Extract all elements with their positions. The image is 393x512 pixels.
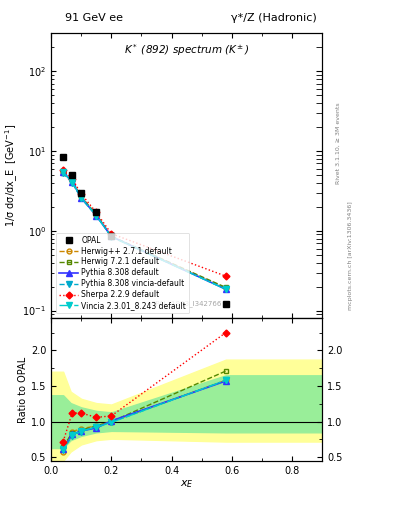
Pythia 8.308 vincia-default	[70, 180, 75, 186]
Text: mcplots.cern.ch [arXiv:1306.3436]: mcplots.cern.ch [arXiv:1306.3436]	[348, 202, 353, 310]
OPAL	[70, 172, 75, 178]
X-axis label: $x_E$: $x_E$	[180, 478, 193, 490]
Line: Pythia 8.308 vincia-default: Pythia 8.308 vincia-default	[61, 170, 229, 292]
OPAL	[224, 301, 228, 307]
Sherpa 2.2.9 default	[94, 209, 99, 216]
OPAL	[61, 154, 66, 160]
Vincia 2.3.01_8.243 default	[70, 179, 75, 185]
Pythia 8.308 vincia-default	[61, 170, 66, 176]
Line: Vincia 2.3.01_8.243 default: Vincia 2.3.01_8.243 default	[61, 169, 229, 292]
Pythia 8.308 vincia-default	[79, 195, 84, 201]
OPAL	[79, 190, 84, 196]
Y-axis label: 1/σ dσ/dx_E  [GeV$^{-1}$]: 1/σ dσ/dx_E [GeV$^{-1}$]	[3, 124, 20, 227]
Herwig 7.2.1 default	[61, 170, 66, 176]
Herwig 7.2.1 default	[94, 211, 99, 218]
Pythia 8.308 vincia-default	[224, 286, 228, 292]
Herwig 7.2.1 default	[79, 194, 84, 200]
Line: Herwig 7.2.1 default: Herwig 7.2.1 default	[61, 170, 228, 290]
Pythia 8.308 default	[94, 212, 99, 219]
Line: Herwig++ 2.7.1 default: Herwig++ 2.7.1 default	[61, 169, 228, 291]
Line: Pythia 8.308 default: Pythia 8.308 default	[61, 169, 229, 292]
Pythia 8.308 vincia-default	[109, 233, 114, 240]
Text: K$^*$ (892) spectrum (K$^\pm$): K$^*$ (892) spectrum (K$^\pm$)	[124, 42, 250, 58]
Vincia 2.3.01_8.243 default	[79, 195, 84, 201]
Sherpa 2.2.9 default	[109, 230, 114, 237]
Herwig++ 2.7.1 default	[79, 194, 84, 200]
Herwig++ 2.7.1 default	[224, 285, 228, 291]
Pythia 8.308 default	[109, 233, 114, 240]
Text: γ*/Z (Hadronic): γ*/Z (Hadronic)	[231, 13, 317, 23]
Text: 91 GeV ee: 91 GeV ee	[64, 13, 123, 23]
Sherpa 2.2.9 default	[79, 191, 84, 197]
Herwig 7.2.1 default	[109, 233, 114, 240]
Line: Sherpa 2.2.9 default: Sherpa 2.2.9 default	[61, 167, 228, 279]
Pythia 8.308 default	[79, 195, 84, 201]
Y-axis label: Ratio to OPAL: Ratio to OPAL	[18, 356, 28, 423]
Herwig 7.2.1 default	[70, 178, 75, 184]
Line: OPAL: OPAL	[60, 153, 230, 308]
Pythia 8.308 vincia-default	[94, 212, 99, 219]
Herwig++ 2.7.1 default	[94, 211, 99, 218]
Vincia 2.3.01_8.243 default	[61, 169, 66, 176]
OPAL	[109, 233, 114, 240]
Pythia 8.308 default	[61, 169, 66, 175]
Sherpa 2.2.9 default	[224, 273, 228, 279]
Vincia 2.3.01_8.243 default	[224, 286, 228, 292]
Pythia 8.308 default	[224, 286, 228, 292]
Text: OPAL_1993_I342766: OPAL_1993_I342766	[151, 300, 222, 307]
Pythia 8.308 default	[70, 179, 75, 185]
Herwig++ 2.7.1 default	[61, 169, 66, 175]
Sherpa 2.2.9 default	[70, 176, 75, 182]
Legend: OPAL, Herwig++ 2.7.1 default, Herwig 7.2.1 default, Pythia 8.308 default, Pythia: OPAL, Herwig++ 2.7.1 default, Herwig 7.2…	[56, 232, 189, 313]
OPAL	[94, 209, 99, 216]
Text: Rivet 3.1.10, ≥ 3M events: Rivet 3.1.10, ≥ 3M events	[336, 102, 341, 184]
Vincia 2.3.01_8.243 default	[109, 234, 114, 240]
Herwig 7.2.1 default	[224, 284, 228, 290]
Herwig++ 2.7.1 default	[109, 233, 114, 240]
Vincia 2.3.01_8.243 default	[94, 212, 99, 219]
Herwig++ 2.7.1 default	[70, 177, 75, 183]
Sherpa 2.2.9 default	[61, 167, 66, 173]
